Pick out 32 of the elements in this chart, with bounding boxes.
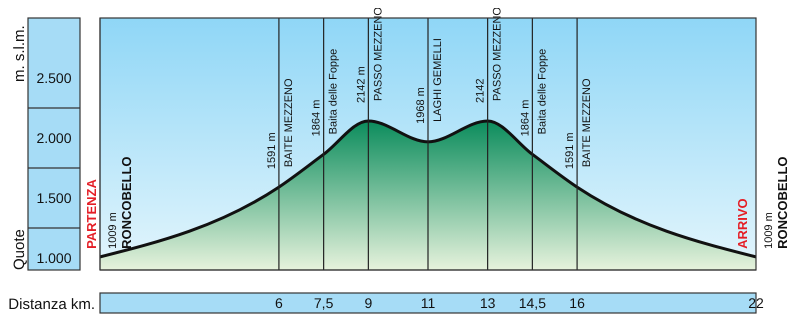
ref-line-label: LAGHI GEMELLI — [432, 38, 444, 122]
data-label: 1968 m — [415, 87, 427, 124]
data-label: 1009 m — [763, 212, 775, 249]
y-tick-label: 2.500 — [36, 70, 72, 86]
y-tick-label: 1.500 — [36, 190, 72, 206]
ref-line-label: Baita delle Foppe — [536, 48, 548, 134]
y-tick-label: 2.000 — [36, 130, 72, 146]
annotation: ARRIVO — [735, 198, 750, 249]
data-label: 1591 m — [266, 132, 278, 170]
ref-line-label: Baita delle Foppe — [328, 48, 340, 134]
x-tick-label: 6 — [275, 295, 284, 311]
x-tick-label: 9 — [364, 295, 372, 311]
data-label: 2142 m — [355, 66, 368, 103]
y-axis-title: Quote — [11, 229, 28, 270]
x-tick-label: 11 — [420, 295, 436, 311]
data-label: 1591 m — [564, 132, 576, 170]
text: PARTENZA — [84, 178, 99, 249]
y-tick-label: 1.000 — [36, 250, 72, 266]
data-label: 2142 — [474, 78, 487, 103]
text: RONCOBELLO — [775, 156, 790, 249]
x-tick-label: 13 — [480, 295, 496, 311]
data-label: 1864 m — [310, 100, 323, 136]
data-label: 1864 m — [519, 100, 532, 136]
x-axis-title: Distanza km. — [8, 296, 95, 313]
annotation: RONCOBELLO — [119, 156, 134, 249]
text: m. s.l.m. — [11, 25, 28, 82]
x-tick-label: 16 — [569, 295, 586, 311]
x-tick-label: 14,5 — [518, 295, 546, 311]
x-tick-label: 7,5 — [314, 295, 334, 311]
data-label: 1009 m — [107, 212, 119, 249]
ref-line-label: BAITE MEZZENO — [581, 78, 594, 168]
ref-line-label: BAITE MEZZENO — [282, 78, 295, 168]
